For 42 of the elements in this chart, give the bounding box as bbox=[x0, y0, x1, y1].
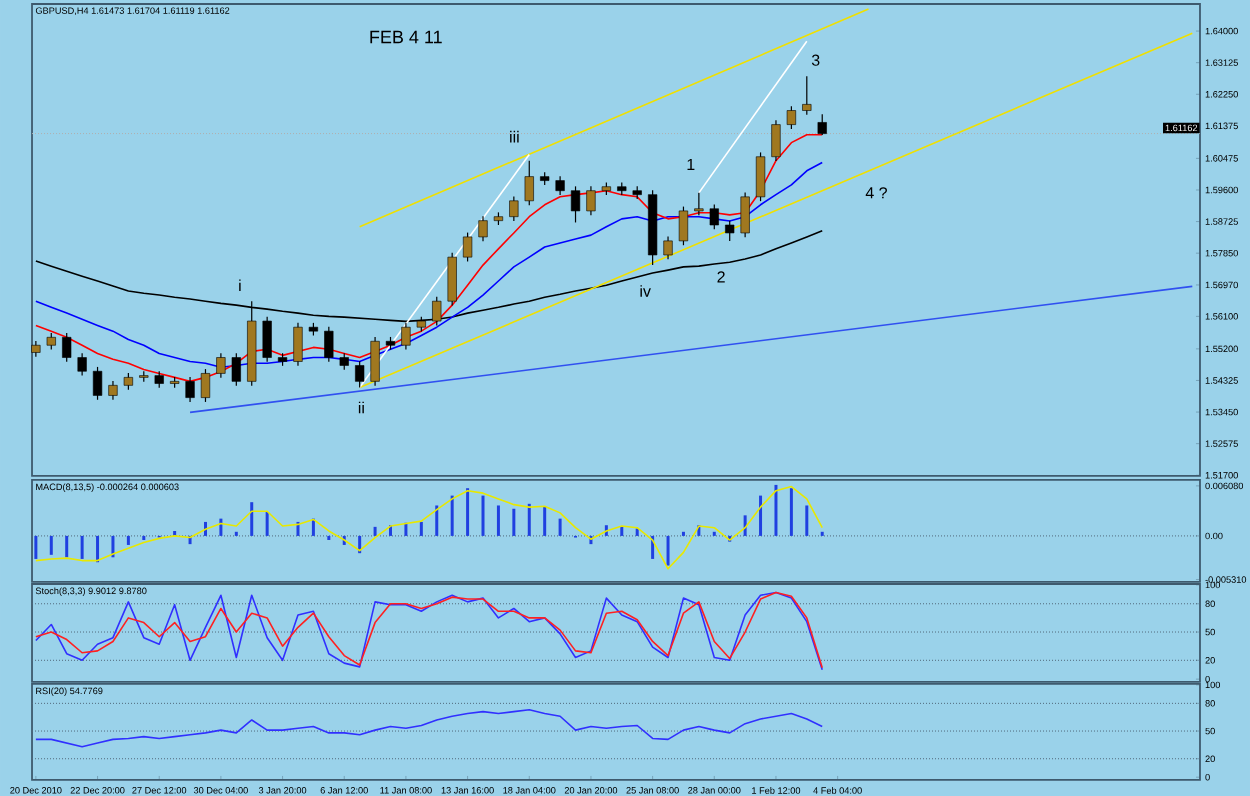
annotation: 3 bbox=[811, 54, 820, 66]
annotation: FEB 4 11 bbox=[370, 30, 442, 44]
annotation: iv bbox=[640, 285, 651, 297]
annotation: iii bbox=[510, 130, 519, 143]
candlestick bbox=[678, 205, 689, 246]
candlestick bbox=[802, 75, 812, 116]
candlestick bbox=[370, 336, 380, 387]
annotation: i bbox=[239, 279, 241, 292]
candlestick bbox=[462, 231, 473, 263]
annotation: 1 bbox=[687, 158, 695, 170]
candlestick bbox=[570, 185, 581, 224]
candlestick bbox=[725, 220, 735, 242]
candlestick bbox=[200, 368, 211, 403]
candlestick bbox=[216, 352, 226, 379]
annotation: ii bbox=[358, 401, 364, 414]
candlestick bbox=[586, 185, 596, 216]
candlestick bbox=[108, 380, 118, 401]
candlestick bbox=[817, 113, 827, 136]
annotation: 4 ? bbox=[865, 187, 887, 199]
line-series bbox=[35, 485, 824, 570]
candlestick bbox=[555, 175, 565, 196]
candlestick bbox=[324, 326, 334, 363]
candlestick bbox=[663, 235, 673, 260]
candlestick bbox=[185, 376, 195, 403]
candlestick bbox=[740, 191, 750, 238]
candlestick bbox=[709, 203, 719, 230]
candlestick bbox=[509, 195, 519, 222]
candlestick bbox=[262, 316, 272, 363]
candlestick bbox=[771, 119, 781, 162]
annotation: 2 bbox=[717, 271, 725, 283]
candlestick bbox=[694, 192, 704, 216]
candlestick bbox=[447, 252, 457, 307]
candlestick bbox=[478, 215, 488, 242]
candlestick bbox=[92, 366, 103, 401]
candlestick bbox=[755, 151, 766, 202]
candlestick bbox=[786, 105, 796, 130]
candlestick bbox=[355, 360, 365, 389]
candlestick bbox=[77, 352, 87, 377]
candlestick bbox=[62, 332, 72, 363]
candlestick bbox=[524, 160, 534, 206]
candlestick bbox=[293, 322, 303, 367]
candlestick bbox=[231, 352, 241, 387]
